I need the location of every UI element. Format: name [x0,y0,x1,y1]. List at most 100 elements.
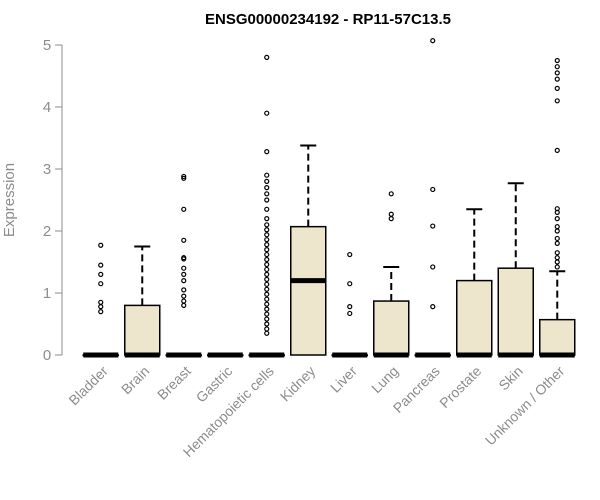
y-tick-label: 5 [43,37,51,54]
outlier-point [264,281,270,287]
box-breast [165,173,202,358]
y-tick-label: 0 [43,347,51,364]
outlier-point [181,278,187,284]
outlier-point [98,271,104,277]
outlier-point [554,216,560,222]
outlier-point [98,304,104,310]
outlier-point [264,321,270,327]
outlier-point [181,298,187,304]
outlier-point [347,304,353,310]
outlier-point [388,211,394,217]
outlier-point [264,247,270,253]
outlier-point [388,216,394,222]
outlier-point [264,206,270,212]
outlier-point [388,191,394,197]
outlier-point [554,85,560,92]
x-tick-label: Lung [368,363,401,396]
box-unknown-other [539,57,576,358]
outlier-point [554,76,560,82]
outlier-point [347,310,353,317]
outlier-point [264,185,270,191]
x-tick-label: Skin [495,363,526,394]
box-plot-series [82,38,576,358]
outlier-point [181,293,187,299]
outlier-point [554,259,560,265]
outlier-point [264,326,270,332]
outlier-point [264,271,270,277]
outlier-point [264,191,270,197]
box-kidney [290,144,327,356]
outlier-point [264,316,270,322]
outlier-point [181,302,187,308]
x-tick-label: Prostate [436,363,484,411]
outlier-point [554,64,560,70]
x-tick-label: Brain [118,363,152,397]
x-tick-label: Breast [154,363,194,403]
outlier-point [347,251,353,258]
iqr-box [497,267,534,356]
box-liver [331,251,368,358]
outlier-point [181,175,187,181]
outlier-point [264,237,270,243]
outlier-point [264,286,270,292]
outlier-point [554,235,560,242]
outlier-point [181,173,187,180]
outlier-point [264,251,270,258]
outlier-point [181,237,187,243]
y-tick-label: 1 [43,285,51,302]
iqr-box [456,279,493,356]
outlier-point [181,265,187,271]
outlier-point [181,255,187,261]
x-tick-label: Liver [327,363,360,396]
box-gastric [207,352,244,358]
outlier-point [347,281,353,287]
box-pancreas [414,38,451,358]
outlier-point [554,224,560,230]
outlier-point [264,296,270,302]
y-tick-label: 4 [43,99,51,116]
outlier-point [264,197,270,203]
outlier-point [264,311,270,317]
outlier-point [264,276,270,282]
box-skin [497,182,534,358]
outlier-point [264,172,270,178]
outlier-point [264,222,270,228]
y-axis: 0 1 2 3 4 5 [43,37,63,364]
y-axis-label: Expression [1,163,18,237]
outlier-point [554,250,560,256]
outlier-point [98,281,104,287]
outlier-point [554,228,560,234]
iqr-box [290,225,327,356]
outlier-point [554,57,560,64]
outlier-point [430,223,436,229]
outlier-point [264,256,270,263]
outlier-point [98,299,104,305]
box-lung [373,191,410,358]
outlier-point [264,291,270,297]
chart-title: ENSG00000234192 - RP11-57C13.5 [205,11,451,28]
outlier-point [98,309,104,315]
outlier-point [181,271,187,277]
outlier-point [430,38,436,44]
outlier-point [264,227,270,233]
outlier-point [264,242,270,248]
iqr-box [539,318,576,356]
outlier-point [430,264,436,270]
outlier-point [264,306,270,312]
outlier-point [264,149,270,155]
outlier-point [98,242,104,248]
outlier-point [98,262,104,268]
box-bladder [82,242,119,358]
outlier-point [554,206,560,212]
y-tick-label: 2 [43,223,51,240]
box-prostate [456,208,493,358]
outlier-point [264,178,270,184]
outlier-point [554,147,560,153]
outlier-point [264,216,270,222]
outlier-point [554,255,560,261]
iqr-box [373,300,410,356]
outlier-point [181,206,187,212]
outlier-point [430,304,436,310]
